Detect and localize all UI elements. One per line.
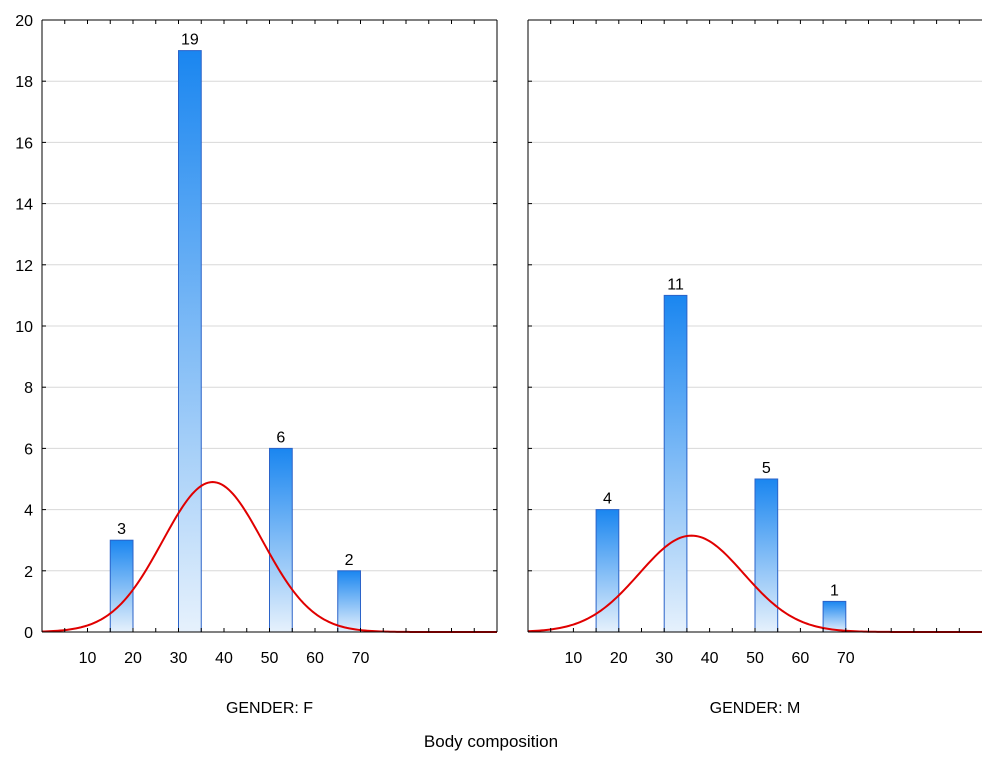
y-tick-label: 18 <box>15 74 33 91</box>
bar-data-label: 6 <box>276 429 285 446</box>
y-tick-label: 4 <box>24 503 33 520</box>
bar-data-label: 19 <box>181 32 199 49</box>
histogram-bar <box>822 600 847 633</box>
x-tick-label: 50 <box>746 650 764 667</box>
bar-data-label: 11 <box>667 276 684 293</box>
histogram-bar <box>178 50 202 633</box>
x-tick-label: 30 <box>655 650 673 667</box>
y-tick-label: 20 <box>15 13 33 30</box>
bar-data-label: 3 <box>117 521 126 538</box>
histogram-bar <box>663 294 688 633</box>
y-tick-label: 8 <box>24 380 33 397</box>
histogram-bar <box>754 478 779 633</box>
bar-data-label: 4 <box>603 491 612 508</box>
panel-title: GENDER: M <box>710 700 801 717</box>
y-tick-label: 2 <box>24 564 33 581</box>
x-tick-label: 60 <box>306 650 324 667</box>
x-tick-label: 40 <box>701 650 719 667</box>
x-tick-label: 20 <box>124 650 142 667</box>
y-tick-label: 10 <box>15 319 33 336</box>
x-tick-label: 60 <box>792 650 810 667</box>
x-tick-label: 20 <box>610 650 628 667</box>
y-tick-label: 0 <box>24 625 33 642</box>
panel-title: GENDER: F <box>226 700 313 717</box>
bar-data-label: 1 <box>830 582 839 599</box>
bar-data-label: 2 <box>345 552 354 569</box>
x-tick-label: 30 <box>170 650 188 667</box>
histogram-bar <box>269 447 293 633</box>
x-tick-label: 50 <box>261 650 279 667</box>
x-tick-label: 10 <box>565 650 583 667</box>
histogram-bar <box>337 570 361 633</box>
y-tick-label: 6 <box>24 441 33 458</box>
histogram-bar <box>109 539 134 633</box>
panel-m: 4 11 5 1 10 20 30 40 50 60 70 GENDER: M <box>527 19 982 717</box>
y-tick-label: 14 <box>15 197 33 214</box>
x-axis-title: Body composition <box>424 732 558 751</box>
bar-data-label: 5 <box>762 460 771 477</box>
x-tick-label: 70 <box>837 650 855 667</box>
x-tick-label: 70 <box>352 650 370 667</box>
histogram-bar <box>595 509 620 633</box>
y-tick-label: 12 <box>15 258 33 275</box>
y-tick-label: 16 <box>15 135 33 152</box>
x-tick-label: 40 <box>215 650 233 667</box>
x-tick-label: 10 <box>79 650 97 667</box>
